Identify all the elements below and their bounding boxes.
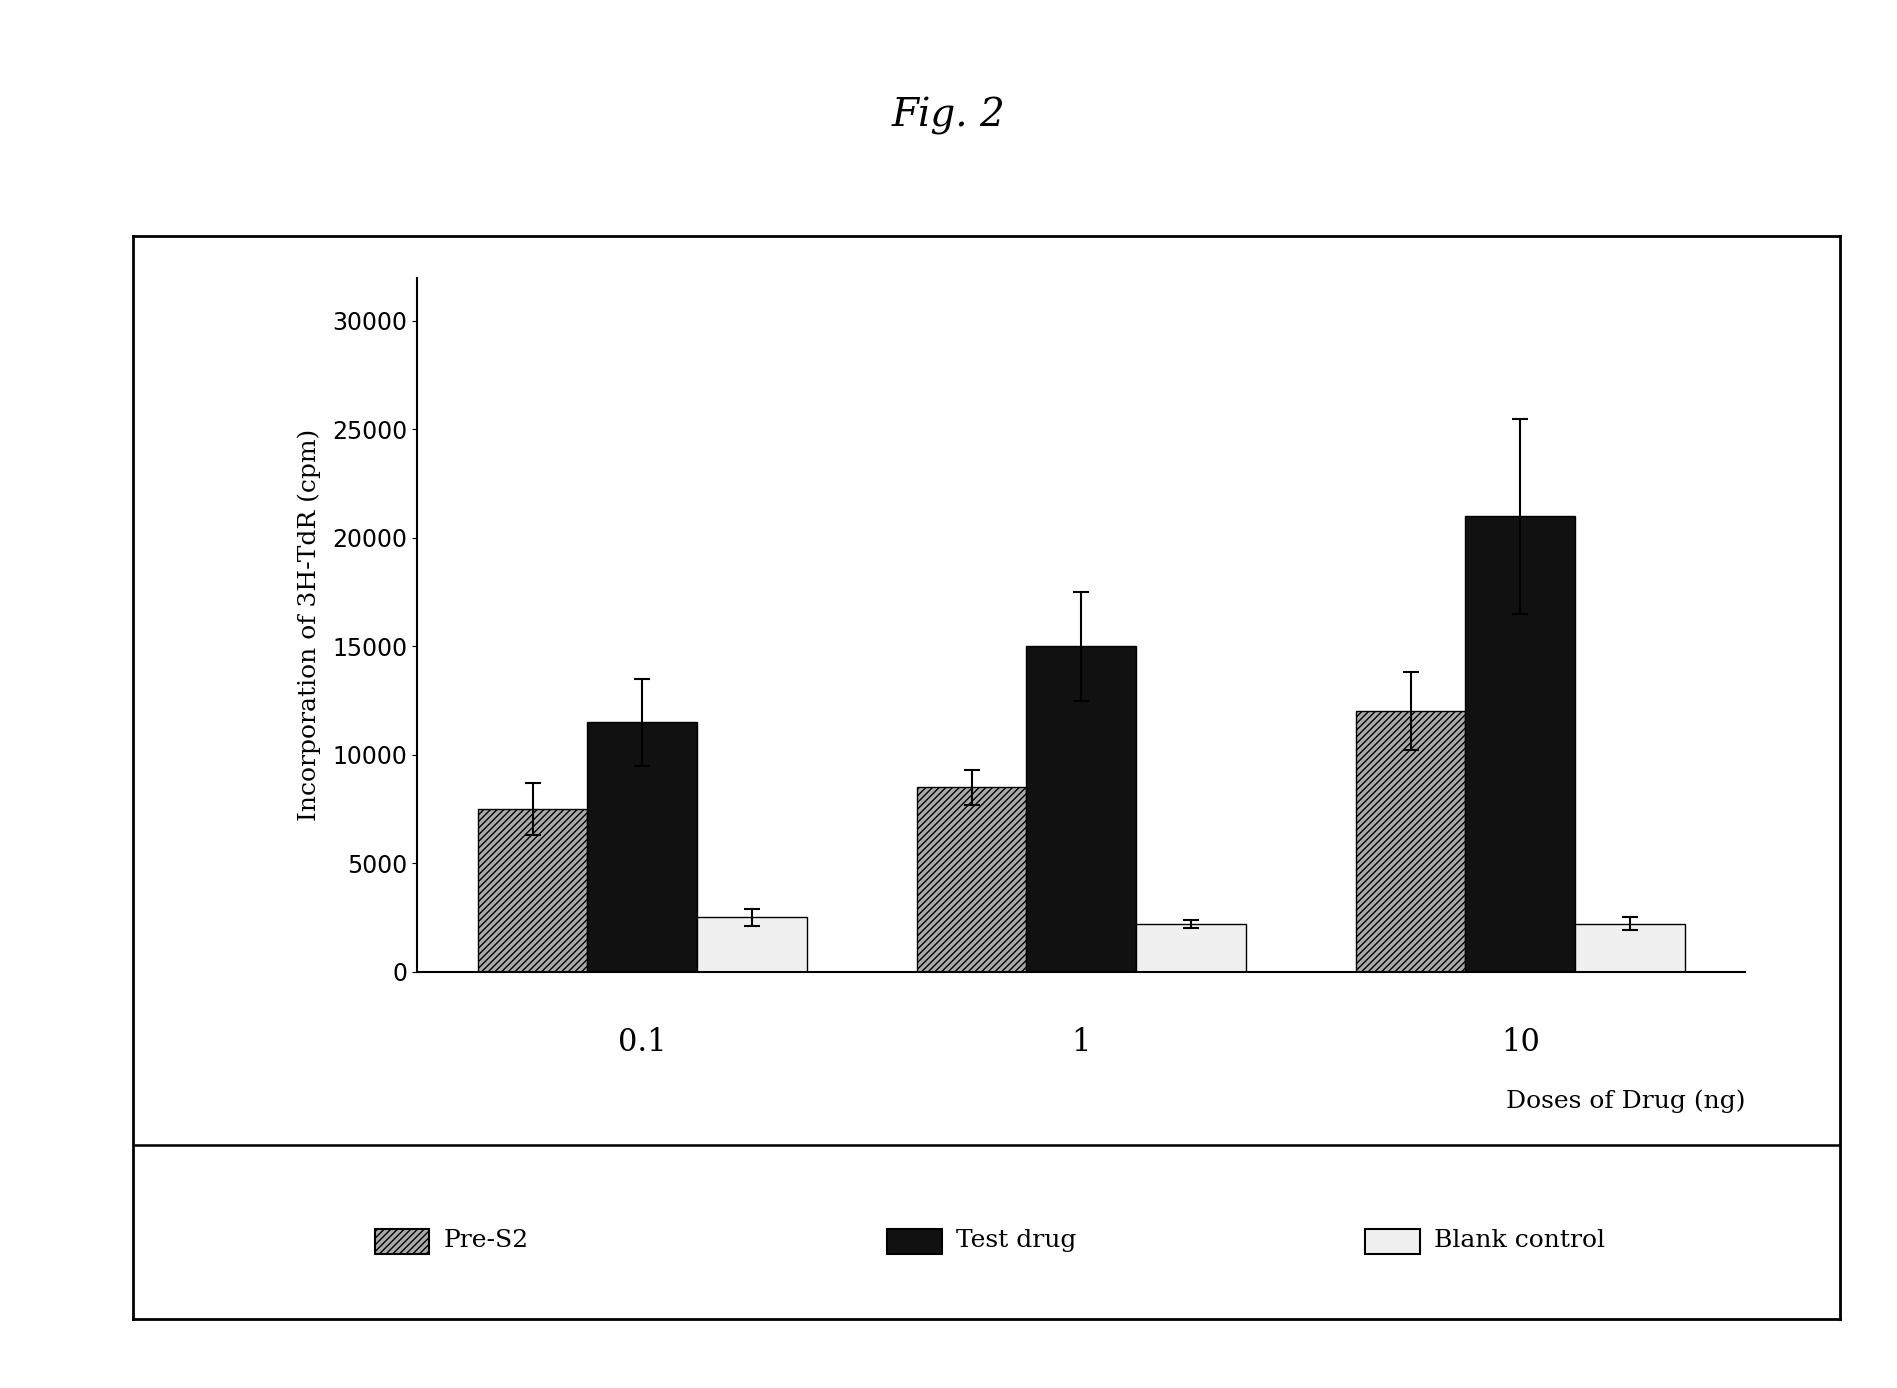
Text: Doses of Drug (ng): Doses of Drug (ng) — [1506, 1090, 1745, 1113]
FancyBboxPatch shape — [1366, 1230, 1419, 1253]
FancyBboxPatch shape — [888, 1230, 941, 1253]
Bar — [1575, 924, 1685, 972]
FancyBboxPatch shape — [376, 1230, 429, 1253]
Text: Pre-S2: Pre-S2 — [444, 1228, 529, 1252]
Bar — [916, 787, 1026, 972]
Bar — [1136, 924, 1246, 972]
Bar — [1356, 711, 1464, 972]
Text: Test drug: Test drug — [956, 1228, 1076, 1252]
Y-axis label: Incorporation of 3H-TdR (cpm): Incorporation of 3H-TdR (cpm) — [298, 429, 321, 820]
Bar — [1464, 516, 1575, 972]
Bar — [588, 722, 698, 972]
Text: 10: 10 — [1501, 1027, 1540, 1058]
Bar — [478, 809, 588, 972]
Text: Blank control: Blank control — [1434, 1228, 1605, 1252]
Text: 1: 1 — [1072, 1027, 1091, 1058]
Text: 0.1: 0.1 — [618, 1027, 666, 1058]
Text: Fig. 2: Fig. 2 — [892, 97, 1005, 135]
Bar — [1026, 647, 1136, 972]
Bar — [698, 917, 806, 972]
